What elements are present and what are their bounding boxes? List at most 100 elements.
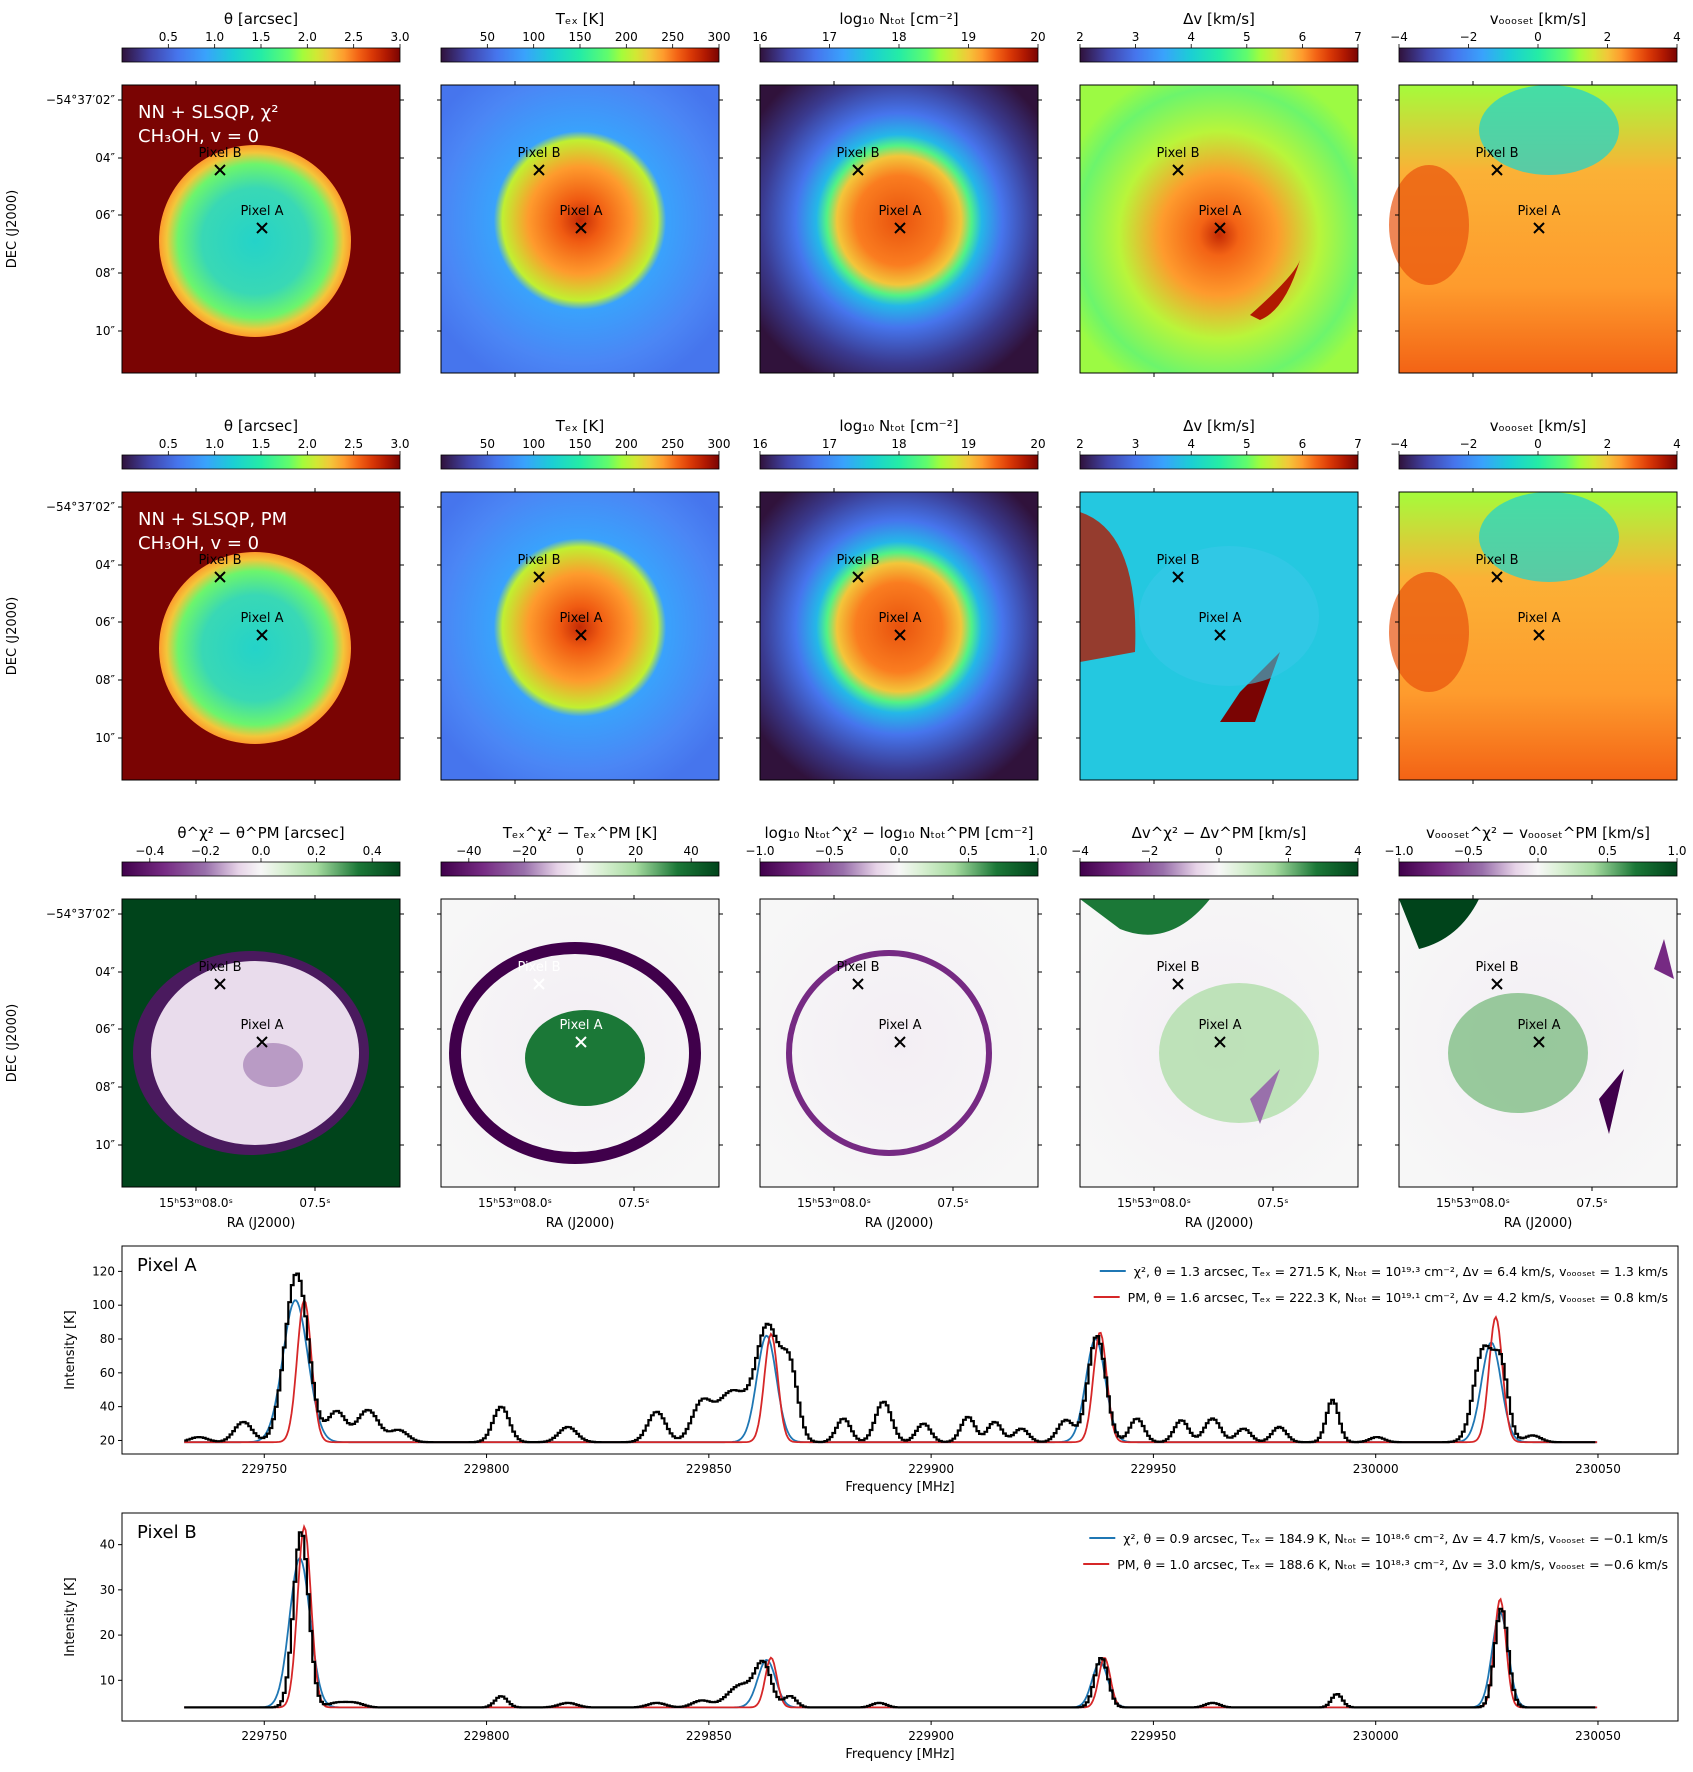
colorbar-ntot: 16 17 18 19 20 log₁₀ Nₜₒₜ [cm⁻²] <box>752 417 1046 470</box>
dec-tick-label: −54°37′02″ <box>46 93 116 107</box>
map-ring <box>449 942 701 1164</box>
x-tick-label: 229900 <box>908 1462 954 1476</box>
colorbar-tick-label: 2 <box>1076 437 1084 451</box>
map-frame <box>1079 84 1359 374</box>
map-panel-voff: Pixel B Pixel A <box>1389 81 1681 377</box>
colorbar-tick-label: 250 <box>661 30 684 44</box>
spectrum-panel-0: 229750 229800 229850 229900 229950 230000 2300… <box>63 1245 1679 1495</box>
legend-entry-PM: PM, θ = 1.0 arcsec, Tₑₓ = 188.6 K, Nₜₒₜ … <box>1117 1557 1668 1572</box>
pixel-a-label: Pixel A <box>878 611 921 626</box>
map-panel-dv: Pixel B Pixel A <box>1076 81 1362 377</box>
colorbar-strip <box>1398 47 1678 63</box>
dec-axis-label: DEC (J2000) <box>5 1004 20 1083</box>
colorbar-tick-label: −0.5 <box>815 844 844 858</box>
pixel-a-marker <box>1533 1036 1545 1048</box>
map-frame <box>121 491 401 781</box>
colorbar-tick-label: 2 <box>1285 844 1293 858</box>
colorbar-tick-label: 1.5 <box>251 30 270 44</box>
pixel-a-marker <box>1214 222 1226 234</box>
map-panel-tex: Pixel B Pixel A <box>437 81 723 377</box>
pixel-a-marker <box>1533 222 1545 234</box>
pixel-b-label: Pixel B <box>198 553 241 568</box>
map-panel-ntot: Pixel B Pixel A <box>756 488 1042 784</box>
colorbar-tick-label: 2.0 <box>298 30 317 44</box>
y-tick-label: 20 <box>100 1433 115 1447</box>
legend-entry-chi2: χ², θ = 0.9 arcsec, Tₑₓ = 184.9 K, Nₜₒₜ … <box>1123 1531 1668 1546</box>
colorbar-tick-label: 200 <box>615 437 638 451</box>
plot-frame <box>121 1245 1679 1455</box>
colorbar-tick-label: 4 <box>1187 30 1195 44</box>
ra-tick-label: 07.5ˢ <box>618 1196 649 1210</box>
dec-tick-label: 08″ <box>95 1080 115 1094</box>
pixel-a-marker <box>575 222 587 234</box>
colorbar-tick-label: 0 <box>1215 844 1223 858</box>
colorbar-tick-label: 1.5 <box>251 437 270 451</box>
pixel-a-marker <box>1533 629 1545 641</box>
map-frame <box>1398 84 1678 374</box>
ra-tick-label: 15ʰ53ᵐ08.0ˢ <box>797 1196 871 1210</box>
pixel-b-label: Pixel B <box>517 553 560 568</box>
colorbar-tick-label: 3 <box>1132 437 1140 451</box>
colorbar-tick-label: −4 <box>1390 437 1408 451</box>
colorbar-tick-label: 2 <box>1604 30 1612 44</box>
dec-axis-label: DEC (J2000) <box>5 190 20 269</box>
colorbar-ntot: 16 17 18 19 20 log₁₀ Nₜₒₜ [cm⁻²] <box>752 10 1046 63</box>
map-feature <box>1399 899 1479 949</box>
map-panel-theta: Pixel B Pixel A −54°37′02″ 04″ 06″ 08″ 10″ DEC … <box>5 488 404 784</box>
pixel-b-marker <box>1491 571 1503 583</box>
map-panel-tex: Pixel B Pixel A <box>437 488 723 784</box>
colorbar-tick-label: 0.5 <box>159 437 178 451</box>
colorbar-tick-label: 0.5 <box>159 30 178 44</box>
x-tick-label: 229750 <box>241 1462 287 1476</box>
map-feature <box>1139 546 1319 686</box>
pixel-b-label: Pixel B <box>836 146 879 161</box>
colorbar-tick-label: 0.0 <box>251 844 270 858</box>
map-panel-dtheta: Pixel B Pixel A −54°37′02″ 04″ 06″ 08″ 10″ DEC … <box>5 895 404 1231</box>
dec-tick-label: −54°37′02″ <box>46 907 116 921</box>
x-axis-label: Frequency [MHz] <box>845 1480 954 1495</box>
map-frame <box>440 898 720 1188</box>
colorbar-strip <box>440 47 720 63</box>
colorbar-tick-label: 2 <box>1604 437 1612 451</box>
colorbar-voff: −4 −2 0 2 4 vₒₒₒₛₑₜ [km/s] <box>1390 417 1681 470</box>
colorbar-title: Δv [km/s] <box>1183 417 1255 435</box>
colorbar-tick-label: 300 <box>708 437 731 451</box>
map-feature <box>1654 939 1674 979</box>
ra-tick-label: 07.5ˢ <box>299 1196 330 1210</box>
colorbar-tex: 50 100 150 200 250 300 Tₑₓ [K] <box>440 417 731 470</box>
pixel-b-marker <box>1172 978 1184 990</box>
colorbar-strip <box>121 47 401 63</box>
colorbar-tick-label: 2.5 <box>344 437 363 451</box>
pixel-b-marker <box>214 164 226 176</box>
pixel-a-label: Pixel A <box>878 204 921 219</box>
pixel-b-label: Pixel B <box>836 553 879 568</box>
colorbar-tick-label: 0.2 <box>307 844 326 858</box>
map-frame <box>121 898 401 1188</box>
pixel-a-marker <box>256 1036 268 1048</box>
pixel-a-label: Pixel A <box>559 204 602 219</box>
pixel-b-label: Pixel B <box>1475 146 1518 161</box>
colorbar-tick-label: 2.0 <box>298 437 317 451</box>
dec-tick-label: 10″ <box>95 731 115 745</box>
x-tick-label: 229850 <box>686 1462 732 1476</box>
colorbar-strip <box>1079 861 1359 877</box>
map-feature <box>1479 85 1619 175</box>
colorbar-strip <box>759 47 1039 63</box>
colorbar-tick-label: 50 <box>480 437 495 451</box>
colorbar-title: Tₑₓ [K] <box>555 417 604 435</box>
pixel-b-marker <box>533 978 545 990</box>
pixel-a-marker <box>256 222 268 234</box>
panel-title: Pixel A <box>137 1255 197 1276</box>
legend-entry-chi2: χ², θ = 1.3 arcsec, Tₑₓ = 271.5 K, Nₜₒₜ … <box>1134 1264 1668 1279</box>
colorbar-tick-label: 5 <box>1243 437 1251 451</box>
pixel-a-label: Pixel A <box>1198 1018 1241 1033</box>
x-tick-label: 230050 <box>1575 1462 1621 1476</box>
colorbar-dvoff: −1.0 −0.5 0.0 0.5 1.0 vₒₒₒₛₑₜ^χ² − vₒₒₒₛₑₜ^PM… <box>1384 824 1687 877</box>
colorbar-title: θ [arcsec] <box>224 417 298 435</box>
colorbar-tick-label: 1.0 <box>205 437 224 451</box>
pixel-b-marker <box>533 164 545 176</box>
pixel-b-marker <box>214 978 226 990</box>
colorbar-tick-label: 4 <box>1673 437 1681 451</box>
